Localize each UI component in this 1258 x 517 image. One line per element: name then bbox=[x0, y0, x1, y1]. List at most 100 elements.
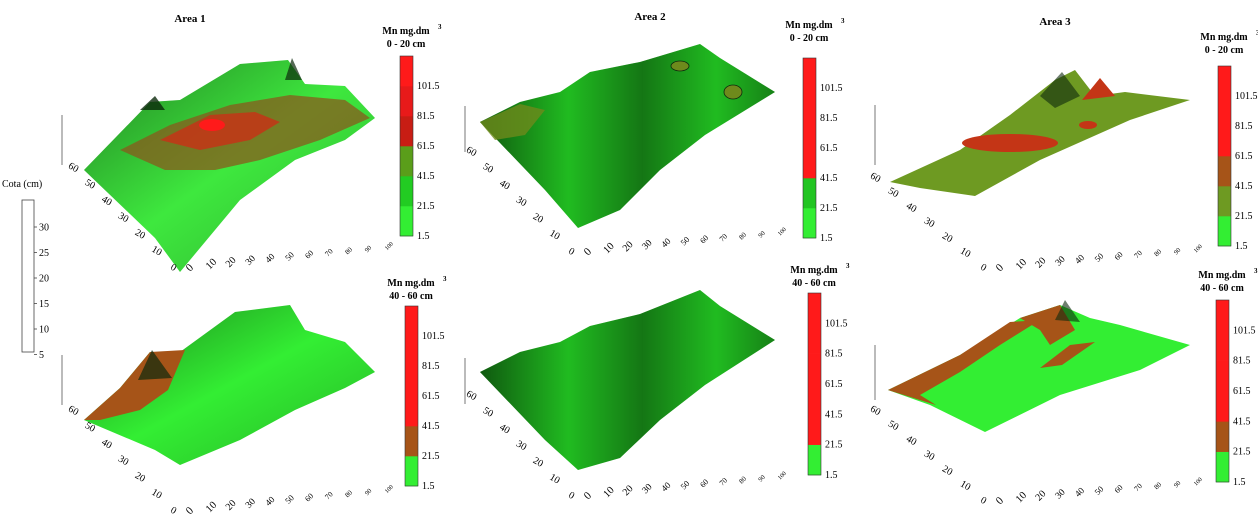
front-axis-label: 0 bbox=[582, 489, 595, 502]
left-axis-label: 40 bbox=[904, 434, 918, 449]
panel-title: Area 2 bbox=[634, 11, 666, 23]
front-axis-label: 70 bbox=[1132, 248, 1144, 260]
left-axis-label: 30 bbox=[116, 211, 130, 226]
left-axis-label: 60 bbox=[868, 404, 882, 419]
legend-swatch bbox=[405, 306, 418, 337]
legend-swatch bbox=[400, 146, 413, 177]
front-axis: 0 10 20 30 40 50 60 70 80 90 100 bbox=[582, 227, 788, 258]
cota-bar bbox=[21, 199, 35, 353]
legend-swatch bbox=[400, 86, 413, 117]
legend-bin-label: 81.5 bbox=[820, 113, 838, 124]
legend-swatch bbox=[803, 148, 816, 179]
left-axis-label: 60 bbox=[464, 145, 478, 160]
legend-swatch bbox=[1216, 360, 1229, 392]
left-axis-label: 0 bbox=[566, 246, 576, 258]
front-axis-label: 60 bbox=[1113, 250, 1125, 262]
legend-bin-label: 61.5 bbox=[825, 379, 843, 390]
front-axis-label: 30 bbox=[641, 238, 655, 252]
left-axis-label: 10 bbox=[149, 244, 163, 259]
front-axis-label: 10 bbox=[602, 485, 617, 500]
legend-swatch bbox=[808, 293, 821, 324]
front-axis: 0 10 20 30 40 50 60 70 80 90 100 bbox=[582, 471, 788, 502]
front-axis-label: 100 bbox=[384, 484, 395, 495]
legend-swatch bbox=[1216, 421, 1229, 452]
left-axis-label: 60 bbox=[66, 404, 80, 419]
surface-area3-40-60 bbox=[888, 300, 1190, 432]
front-axis-label: 50 bbox=[283, 493, 296, 506]
legend-title: Mn mg.dm bbox=[387, 278, 435, 289]
left-axis-label: 40 bbox=[99, 437, 113, 452]
cota-tick-label: 30 bbox=[39, 223, 49, 234]
front-axis-label: 40 bbox=[263, 494, 277, 508]
front-axis-label: 70 bbox=[1132, 481, 1144, 493]
legend-swatch bbox=[405, 336, 418, 367]
cota-tick-label: 15 bbox=[39, 299, 49, 310]
front-axis: 0 10 20 30 40 50 60 70 80 90 100 bbox=[184, 484, 395, 517]
front-axis-label: 30 bbox=[244, 254, 258, 268]
front-axis-label: 90 bbox=[364, 488, 374, 498]
front-axis-label: 60 bbox=[1113, 483, 1125, 495]
legend-swatch bbox=[400, 56, 413, 87]
legend-bin-label: 21.5 bbox=[417, 201, 435, 212]
left-axis-label: 40 bbox=[99, 194, 113, 209]
front-axis-label: 100 bbox=[777, 227, 788, 238]
left-axis-label: 10 bbox=[547, 472, 561, 487]
front-axis-label: 10 bbox=[602, 241, 617, 256]
legend-bin-label: 61.5 bbox=[1233, 386, 1251, 397]
front-axis-label: 100 bbox=[1193, 244, 1204, 255]
legend-swatch bbox=[803, 178, 816, 209]
legend-bin-label: 41.5 bbox=[417, 171, 435, 182]
cota-tick-label: 20 bbox=[39, 274, 49, 285]
legend-bin-label: 41.5 bbox=[820, 173, 838, 184]
legend-bin-label: 1.5 bbox=[825, 470, 838, 481]
legend-bin-label: 101.5 bbox=[422, 331, 445, 342]
front-axis: 0 10 20 30 40 50 60 70 80 90 100 bbox=[184, 241, 395, 274]
front-axis-label: 10 bbox=[1014, 490, 1029, 505]
left-axis-label: 30 bbox=[514, 439, 528, 454]
front-axis-label: 10 bbox=[204, 500, 219, 515]
legend-depth: 40 - 60 cm bbox=[1200, 283, 1244, 294]
legend-bin-label: 1.5 bbox=[417, 231, 430, 242]
front-axis-label: 80 bbox=[1153, 480, 1164, 491]
front-axis-label: 0 bbox=[184, 504, 197, 517]
surface-area2-40-60 bbox=[480, 290, 775, 470]
legend-bin-label: 81.5 bbox=[422, 361, 440, 372]
front-axis-label: 90 bbox=[757, 474, 767, 484]
legend-bin-label: 61.5 bbox=[417, 141, 435, 152]
legend-swatch bbox=[1218, 156, 1231, 187]
legend-bin-label: 1.5 bbox=[422, 481, 435, 492]
legend-depth: 40 - 60 cm bbox=[792, 278, 836, 289]
legend-bin-label: 101.5 bbox=[417, 81, 440, 92]
left-axis-label: 10 bbox=[547, 228, 561, 243]
legend-frame bbox=[404, 305, 419, 487]
legend-swatch bbox=[1216, 330, 1229, 361]
front-axis-label: 90 bbox=[364, 245, 374, 255]
left-axis-label: 10 bbox=[958, 246, 972, 261]
legend-bin-label: 21.5 bbox=[422, 451, 440, 462]
left-axis-label: 20 bbox=[940, 464, 954, 479]
left-axis-label: 10 bbox=[149, 487, 163, 502]
left-axis-label: 20 bbox=[940, 231, 954, 246]
surface-area3-0-20 bbox=[890, 70, 1190, 196]
left-axis-label: 20 bbox=[531, 455, 545, 470]
left-axis-label: 60 bbox=[464, 389, 478, 404]
front-axis-label: 60 bbox=[303, 248, 315, 260]
surface-area1-0-20 bbox=[84, 58, 375, 272]
left-axis-label: 10 bbox=[958, 479, 972, 494]
front-axis: 0 10 20 30 40 50 60 70 80 90 100 bbox=[994, 477, 1204, 507]
legend-bin-label: 41.5 bbox=[825, 409, 843, 420]
legend-swatch bbox=[1218, 126, 1231, 157]
legend-swatch bbox=[405, 426, 418, 457]
front-axis-label: 100 bbox=[777, 471, 788, 482]
legend-swatch bbox=[808, 323, 821, 354]
front-axis-label: 10 bbox=[204, 257, 219, 272]
front-axis-label: 90 bbox=[1173, 480, 1183, 490]
legend-bin-label: 61.5 bbox=[1235, 151, 1253, 162]
legend-swatch bbox=[1218, 96, 1231, 127]
legend-bin-label: 1.5 bbox=[1235, 241, 1248, 252]
legend-title-superscript: 3 bbox=[443, 275, 447, 283]
legend-swatch bbox=[803, 58, 816, 89]
